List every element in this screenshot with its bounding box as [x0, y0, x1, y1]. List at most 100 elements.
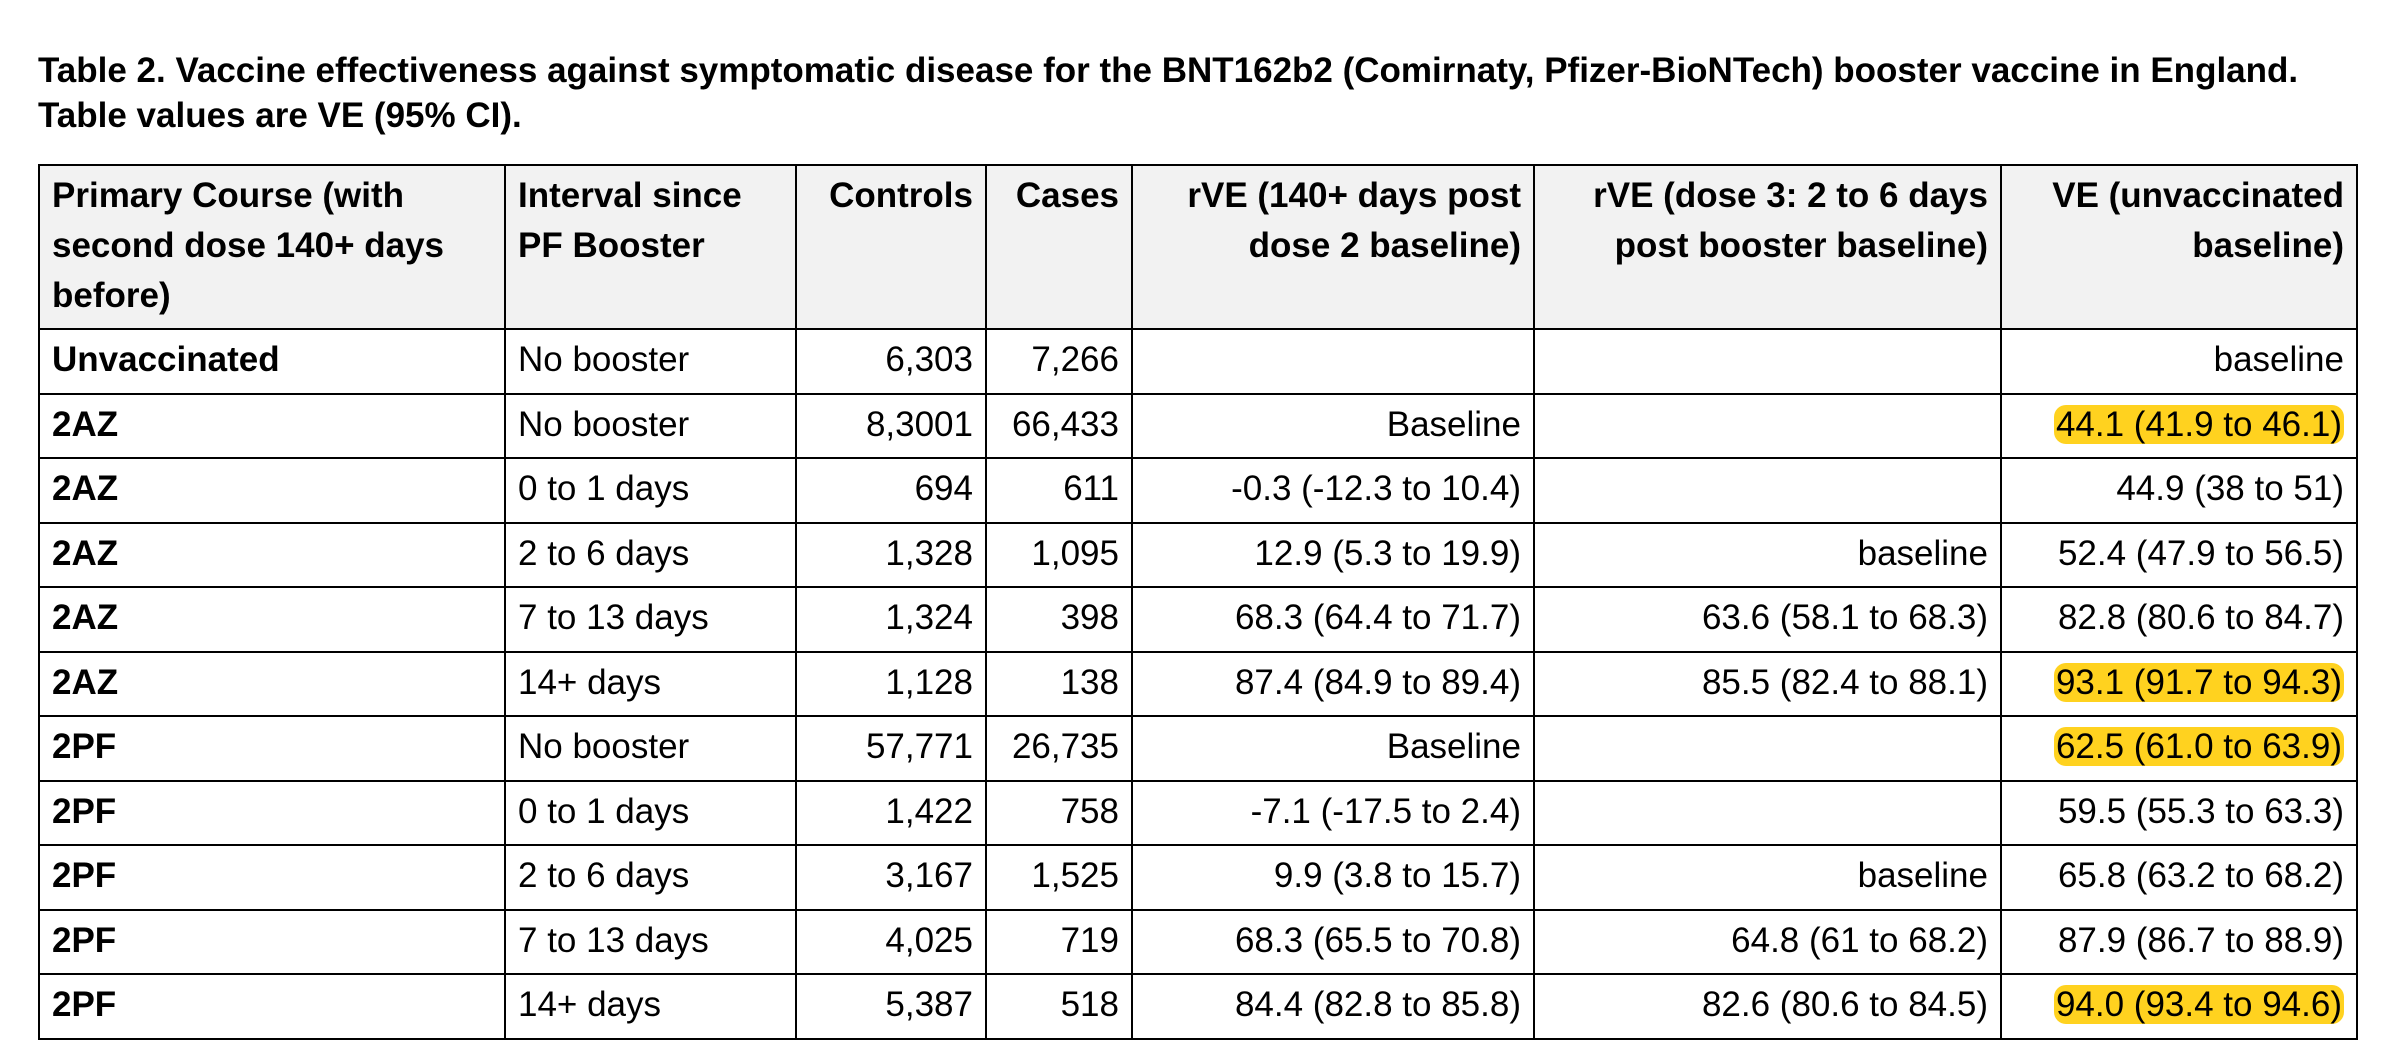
cell-rve-140-days: 12.9 (5.3 to 19.9) — [1131, 521, 1535, 588]
cell-rve-dose3: 63.6 (58.1 to 68.3) — [1533, 586, 2002, 653]
cell-primary-course: 2PF — [38, 715, 506, 782]
cell-ve-unvaccinated: 82.8 (80.6 to 84.7) — [2000, 586, 2358, 653]
cell-rve-140-days: 68.3 (65.5 to 70.8) — [1131, 908, 1535, 975]
highlighted-ve-value: 44.1 (41.9 to 46.1) — [2053, 404, 2344, 444]
cell-cases: 758 — [985, 779, 1133, 846]
cell-controls: 8,3001 — [795, 392, 987, 459]
cell-rve-140-days — [1131, 328, 1535, 395]
cell-controls: 6,303 — [795, 328, 987, 395]
cell-primary-course: 2AZ — [38, 392, 506, 459]
highlighted-ve-value: 62.5 (61.0 to 63.9) — [2053, 727, 2344, 766]
cell-ve-unvaccinated: 44.1 (41.9 to 46.1) — [2000, 392, 2358, 459]
cell-controls: 1,328 — [795, 521, 987, 588]
table-row: 2AZ 7 to 13 days 1,324 398 68.3 (64.4 to 71.… — [38, 586, 2358, 653]
table-row: Unvaccinated No booster 6,303 7,266 baseline — [38, 328, 2358, 395]
cell-controls: 4,025 — [795, 908, 987, 975]
cell-primary-course: 2AZ — [38, 521, 506, 588]
cell-cases: 1,095 — [985, 521, 1133, 588]
cell-cases: 398 — [985, 586, 1133, 653]
highlighted-ve-value: 94.0 (93.4 to 94.6) — [2053, 985, 2344, 1024]
cell-controls: 5,387 — [795, 973, 987, 1040]
cell-controls: 3,167 — [795, 844, 987, 911]
cell-interval: No booster — [504, 715, 797, 782]
cell-primary-course: 2PF — [38, 908, 506, 975]
cell-rve-140-days: -0.3 (-12.3 to 10.4) — [1131, 457, 1535, 524]
cell-rve-dose3 — [1533, 779, 2002, 846]
cell-ve-unvaccinated: 59.5 (55.3 to 63.3) — [2000, 779, 2358, 846]
cell-rve-140-days: 87.4 (84.9 to 89.4) — [1131, 650, 1535, 717]
cell-rve-140-days: -7.1 (-17.5 to 2.4) — [1131, 779, 1535, 846]
header-rve-dose3: rVE (dose 3: 2 to 6 days post booster ba… — [1533, 164, 2002, 330]
table-header: Primary Course (with second dose 140+ da… — [38, 164, 2358, 330]
cell-rve-140-days: 84.4 (82.8 to 85.8) — [1131, 973, 1535, 1040]
header-cases: Cases — [985, 164, 1133, 330]
cell-controls: 1,422 — [795, 779, 987, 846]
cell-controls: 1,128 — [795, 650, 987, 717]
cell-rve-dose3: 64.8 (61 to 68.2) — [1533, 908, 2002, 975]
cell-interval: No booster — [504, 392, 797, 459]
header-interval: Interval since PF Booster — [504, 164, 797, 330]
cell-interval: 7 to 13 days — [504, 586, 797, 653]
cell-interval: 0 to 1 days — [504, 779, 797, 846]
cell-cases: 1,525 — [985, 844, 1133, 911]
cell-cases: 611 — [985, 457, 1133, 524]
cell-controls: 57,771 — [795, 715, 987, 782]
cell-ve-unvaccinated: 52.4 (47.9 to 56.5) — [2000, 521, 2358, 588]
cell-cases: 518 — [985, 973, 1133, 1040]
header-row: Primary Course (with second dose 140+ da… — [38, 164, 2358, 330]
cell-rve-dose3 — [1533, 715, 2002, 782]
header-controls: Controls — [795, 164, 987, 330]
cell-cases: 719 — [985, 908, 1133, 975]
table-row: 2AZ 0 to 1 days 694 611 -0.3 (-12.3 to 10.4)… — [38, 457, 2358, 524]
cell-interval: 14+ days — [504, 973, 797, 1040]
header-ve-unvaccinated: VE (unvaccinated baseline) — [2000, 164, 2358, 330]
cell-cases: 7,266 — [985, 328, 1133, 395]
cell-rve-dose3 — [1533, 457, 2002, 524]
cell-interval: 0 to 1 days — [504, 457, 797, 524]
cell-interval: 7 to 13 days — [504, 908, 797, 975]
cell-controls: 694 — [795, 457, 987, 524]
cell-ve-unvaccinated: 65.8 (63.2 to 68.2) — [2000, 844, 2358, 911]
cell-rve-dose3: 85.5 (82.4 to 88.1) — [1533, 650, 2002, 717]
table-row: 2PF 2 to 6 days 3,167 1,525 9.9 (3.8 to 15.7… — [38, 844, 2358, 911]
cell-primary-course: 2PF — [38, 973, 506, 1040]
cell-ve-unvaccinated: 62.5 (61.0 to 63.9) — [2000, 715, 2358, 782]
header-primary-course: Primary Course (with second dose 140+ da… — [38, 164, 506, 330]
cell-primary-course: 2PF — [38, 844, 506, 911]
cell-interval: No booster — [504, 328, 797, 395]
cell-rve-140-days: 68.3 (64.4 to 71.7) — [1131, 586, 1535, 653]
cell-rve-dose3: 82.6 (80.6 to 84.5) — [1533, 973, 2002, 1040]
table-row: 2PF 7 to 13 days 4,025 719 68.3 (65.5 to 70.… — [38, 908, 2358, 975]
cell-interval: 2 to 6 days — [504, 844, 797, 911]
cell-ve-unvaccinated: 87.9 (86.7 to 88.9) — [2000, 908, 2358, 975]
table-row: 2PF No booster 57,771 26,735 Baseline 62.5 (6… — [38, 715, 2358, 782]
cell-cases: 66,433 — [985, 392, 1133, 459]
cell-controls: 1,324 — [795, 586, 987, 653]
cell-primary-course: 2AZ — [38, 586, 506, 653]
vaccine-effectiveness-table: Primary Course (with second dose 140+ da… — [38, 164, 2358, 1040]
cell-rve-dose3 — [1533, 392, 2002, 459]
cell-rve-140-days: Baseline — [1131, 392, 1535, 459]
cell-primary-course: 2AZ — [38, 457, 506, 524]
cell-primary-course: 2AZ — [38, 650, 506, 717]
cell-ve-unvaccinated: 93.1 (91.7 to 94.3) — [2000, 650, 2358, 717]
header-rve-140-days: rVE (140+ days post dose 2 baseline) — [1131, 164, 1535, 330]
cell-rve-dose3: baseline — [1533, 521, 2002, 588]
cell-interval: 14+ days — [504, 650, 797, 717]
table-row: 2AZ 14+ days 1,128 138 87.4 (84.9 to 89.4) 85… — [38, 650, 2358, 717]
cell-rve-dose3: baseline — [1533, 844, 2002, 911]
cell-cases: 26,735 — [985, 715, 1133, 782]
cell-primary-course: Unvaccinated — [38, 328, 506, 395]
cell-rve-140-days: 9.9 (3.8 to 15.7) — [1131, 844, 1535, 911]
table-caption: Table 2. Vaccine effectiveness against s… — [38, 51, 2299, 135]
cell-rve-dose3 — [1533, 328, 2002, 395]
cell-ve-unvaccinated: 94.0 (93.4 to 94.6) — [2000, 973, 2358, 1040]
cell-primary-course: 2PF — [38, 779, 506, 846]
table-body: Unvaccinated No booster 6,303 7,266 baseline… — [38, 328, 2358, 1040]
cell-interval: 2 to 6 days — [504, 521, 797, 588]
table-row: 2PF 14+ days 5,387 518 84.4 (82.8 to 85.8) 82… — [38, 973, 2358, 1040]
table-row: 2PF 0 to 1 days 1,422 758 -7.1 (-17.5 to 2.4… — [38, 779, 2358, 846]
highlighted-ve-value: 93.1 (91.7 to 94.3) — [2053, 662, 2344, 702]
table-row: 2AZ No booster 8,3001 66,433 Baseline 44.1 (4… — [38, 392, 2358, 459]
table-row: 2AZ 2 to 6 days 1,328 1,095 12.9 (5.3 to 19.… — [38, 521, 2358, 588]
